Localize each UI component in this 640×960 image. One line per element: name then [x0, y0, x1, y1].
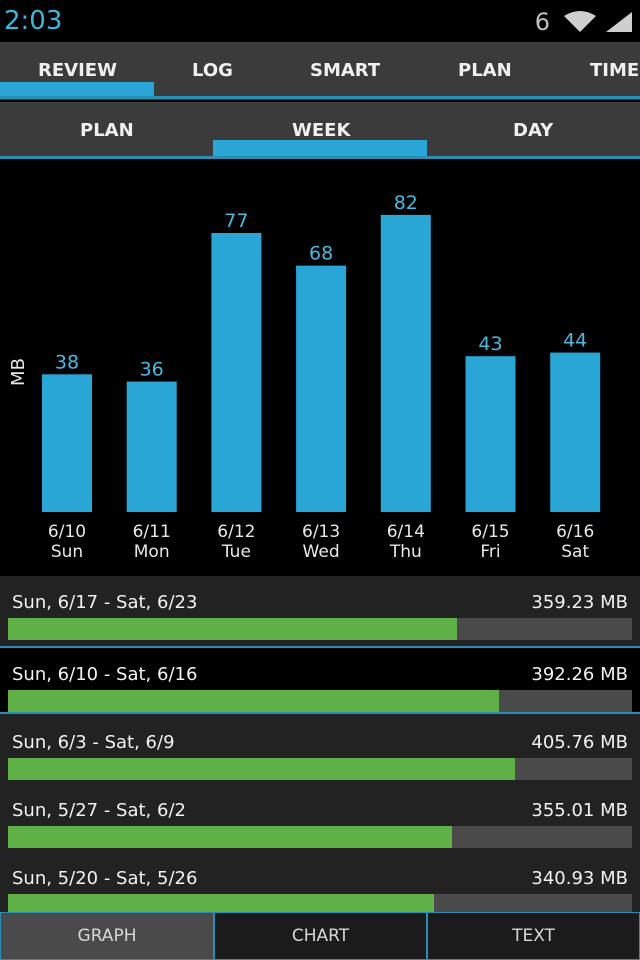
week-usage-bar: [8, 758, 632, 780]
signal-icon: [604, 10, 634, 38]
week-usage-fill: [8, 690, 500, 712]
chart-bar[interactable]: [42, 374, 92, 512]
week-total: 392.26 MB: [531, 664, 628, 685]
wifi-icon: [562, 10, 598, 38]
subtab-week[interactable]: WEEK: [292, 120, 351, 141]
x-tick-date: 6/13: [302, 522, 340, 542]
bar-value-label: 44: [563, 330, 587, 352]
x-tick-day: Thu: [389, 542, 422, 562]
subtab-day[interactable]: DAY: [513, 120, 554, 141]
week-usage-bar: [8, 826, 632, 848]
x-tick-day: Wed: [303, 542, 340, 562]
week-range: Sun, 5/27 - Sat, 6/2: [12, 800, 186, 821]
week-list: Sun, 6/17 - Sat, 6/23 359.23 MB Sun, 6/10 …: [0, 576, 640, 912]
week-usage-fill: [8, 618, 458, 640]
tab-plan[interactable]: PLAN: [458, 60, 512, 81]
tab-text-label: TEXT: [512, 926, 555, 946]
week-usage-fill: [8, 758, 516, 780]
tab-chart-label: CHART: [291, 926, 350, 946]
x-tick-date: 6/11: [133, 522, 171, 542]
week-total: 359.23 MB: [531, 592, 628, 613]
bar-value-label: 36: [140, 359, 164, 381]
bar-value-label: 43: [478, 333, 502, 355]
x-tick-day: Sat: [561, 542, 589, 562]
x-tick-date: 6/12: [217, 522, 255, 542]
bar-value-label: 77: [224, 210, 248, 232]
tab-graph[interactable]: GRAPH: [0, 912, 214, 960]
week-total: 355.01 MB: [531, 800, 628, 821]
week-usage-fill: [8, 826, 452, 848]
week-range: Sun, 5/20 - Sat, 5/26: [12, 868, 198, 889]
week-usage-bar: [8, 618, 632, 640]
tab-log[interactable]: LOG: [192, 60, 233, 81]
week-usage-bar: [8, 894, 632, 912]
tab-smart[interactable]: SMART: [310, 60, 381, 81]
subtab-divider: [0, 156, 640, 159]
week-usage-bar: [8, 690, 632, 712]
week-total: 340.93 MB: [531, 868, 628, 889]
x-tick-day: Sun: [51, 542, 83, 562]
week-total: 405.76 MB: [531, 732, 628, 753]
tab-chart[interactable]: CHART: [214, 912, 427, 960]
bottom-tab-bar: GRAPH CHART TEXT: [0, 912, 640, 960]
subtab-plan[interactable]: PLAN: [80, 120, 134, 141]
chart-bar[interactable]: [211, 232, 262, 513]
tab-active-indicator: [0, 82, 154, 98]
subtab-active-indicator: [213, 140, 427, 158]
chart-bar[interactable]: [550, 352, 601, 512]
x-tick-date: 6/16: [556, 522, 594, 542]
week-row[interactable]: Sun, 6/10 - Sat, 6/16 392.26 MB: [0, 646, 640, 714]
tab-review[interactable]: REVIEW: [38, 60, 117, 81]
week-range: Sun, 6/3 - Sat, 6/9: [12, 732, 175, 753]
status-bar: 2:03 6: [0, 0, 640, 42]
week-range: Sun, 6/10 - Sat, 6/16: [12, 664, 198, 685]
x-tick-day: Tue: [221, 542, 251, 562]
chart-bar[interactable]: [126, 381, 177, 512]
bar-value-label: 68: [309, 243, 333, 265]
tab-divider: [0, 96, 640, 99]
week-row[interactable]: Sun, 6/17 - Sat, 6/23 359.23 MB: [0, 576, 640, 644]
x-tick-date: 6/14: [387, 522, 425, 542]
week-row[interactable]: Sun, 5/20 - Sat, 5/26 340.93 MB: [0, 852, 640, 912]
bar-value-label: 82: [394, 192, 418, 214]
week-row[interactable]: Sun, 5/27 - Sat, 6/2 355.01 MB: [0, 784, 640, 852]
notification-count: 6: [534, 8, 550, 36]
chart-bar[interactable]: [465, 356, 516, 512]
status-time: 2:03: [4, 6, 63, 36]
tab-time[interactable]: TIME: [590, 60, 640, 81]
week-usage-fill: [8, 894, 435, 912]
week-row[interactable]: Sun, 6/3 - Sat, 6/9 405.76 MB: [0, 716, 640, 784]
chart-bar[interactable]: [380, 214, 431, 512]
tab-text[interactable]: TEXT: [427, 912, 640, 960]
tab-graph-label: GRAPH: [77, 926, 137, 946]
x-tick-day: Mon: [134, 542, 170, 562]
x-tick-date: 6/10: [48, 522, 86, 542]
week-range: Sun, 6/17 - Sat, 6/23: [12, 592, 198, 613]
x-tick-date: 6/15: [471, 522, 509, 542]
bar-value-label: 38: [55, 351, 79, 373]
usage-chart: MB 38 6/10 Sun 36 6/11 Mon 77 6/12 Tue 68 6/13 Wed 8…: [0, 160, 640, 570]
y-axis-label: MB: [8, 358, 29, 386]
chart-bar[interactable]: [296, 265, 347, 512]
x-tick-day: Fri: [480, 542, 500, 562]
